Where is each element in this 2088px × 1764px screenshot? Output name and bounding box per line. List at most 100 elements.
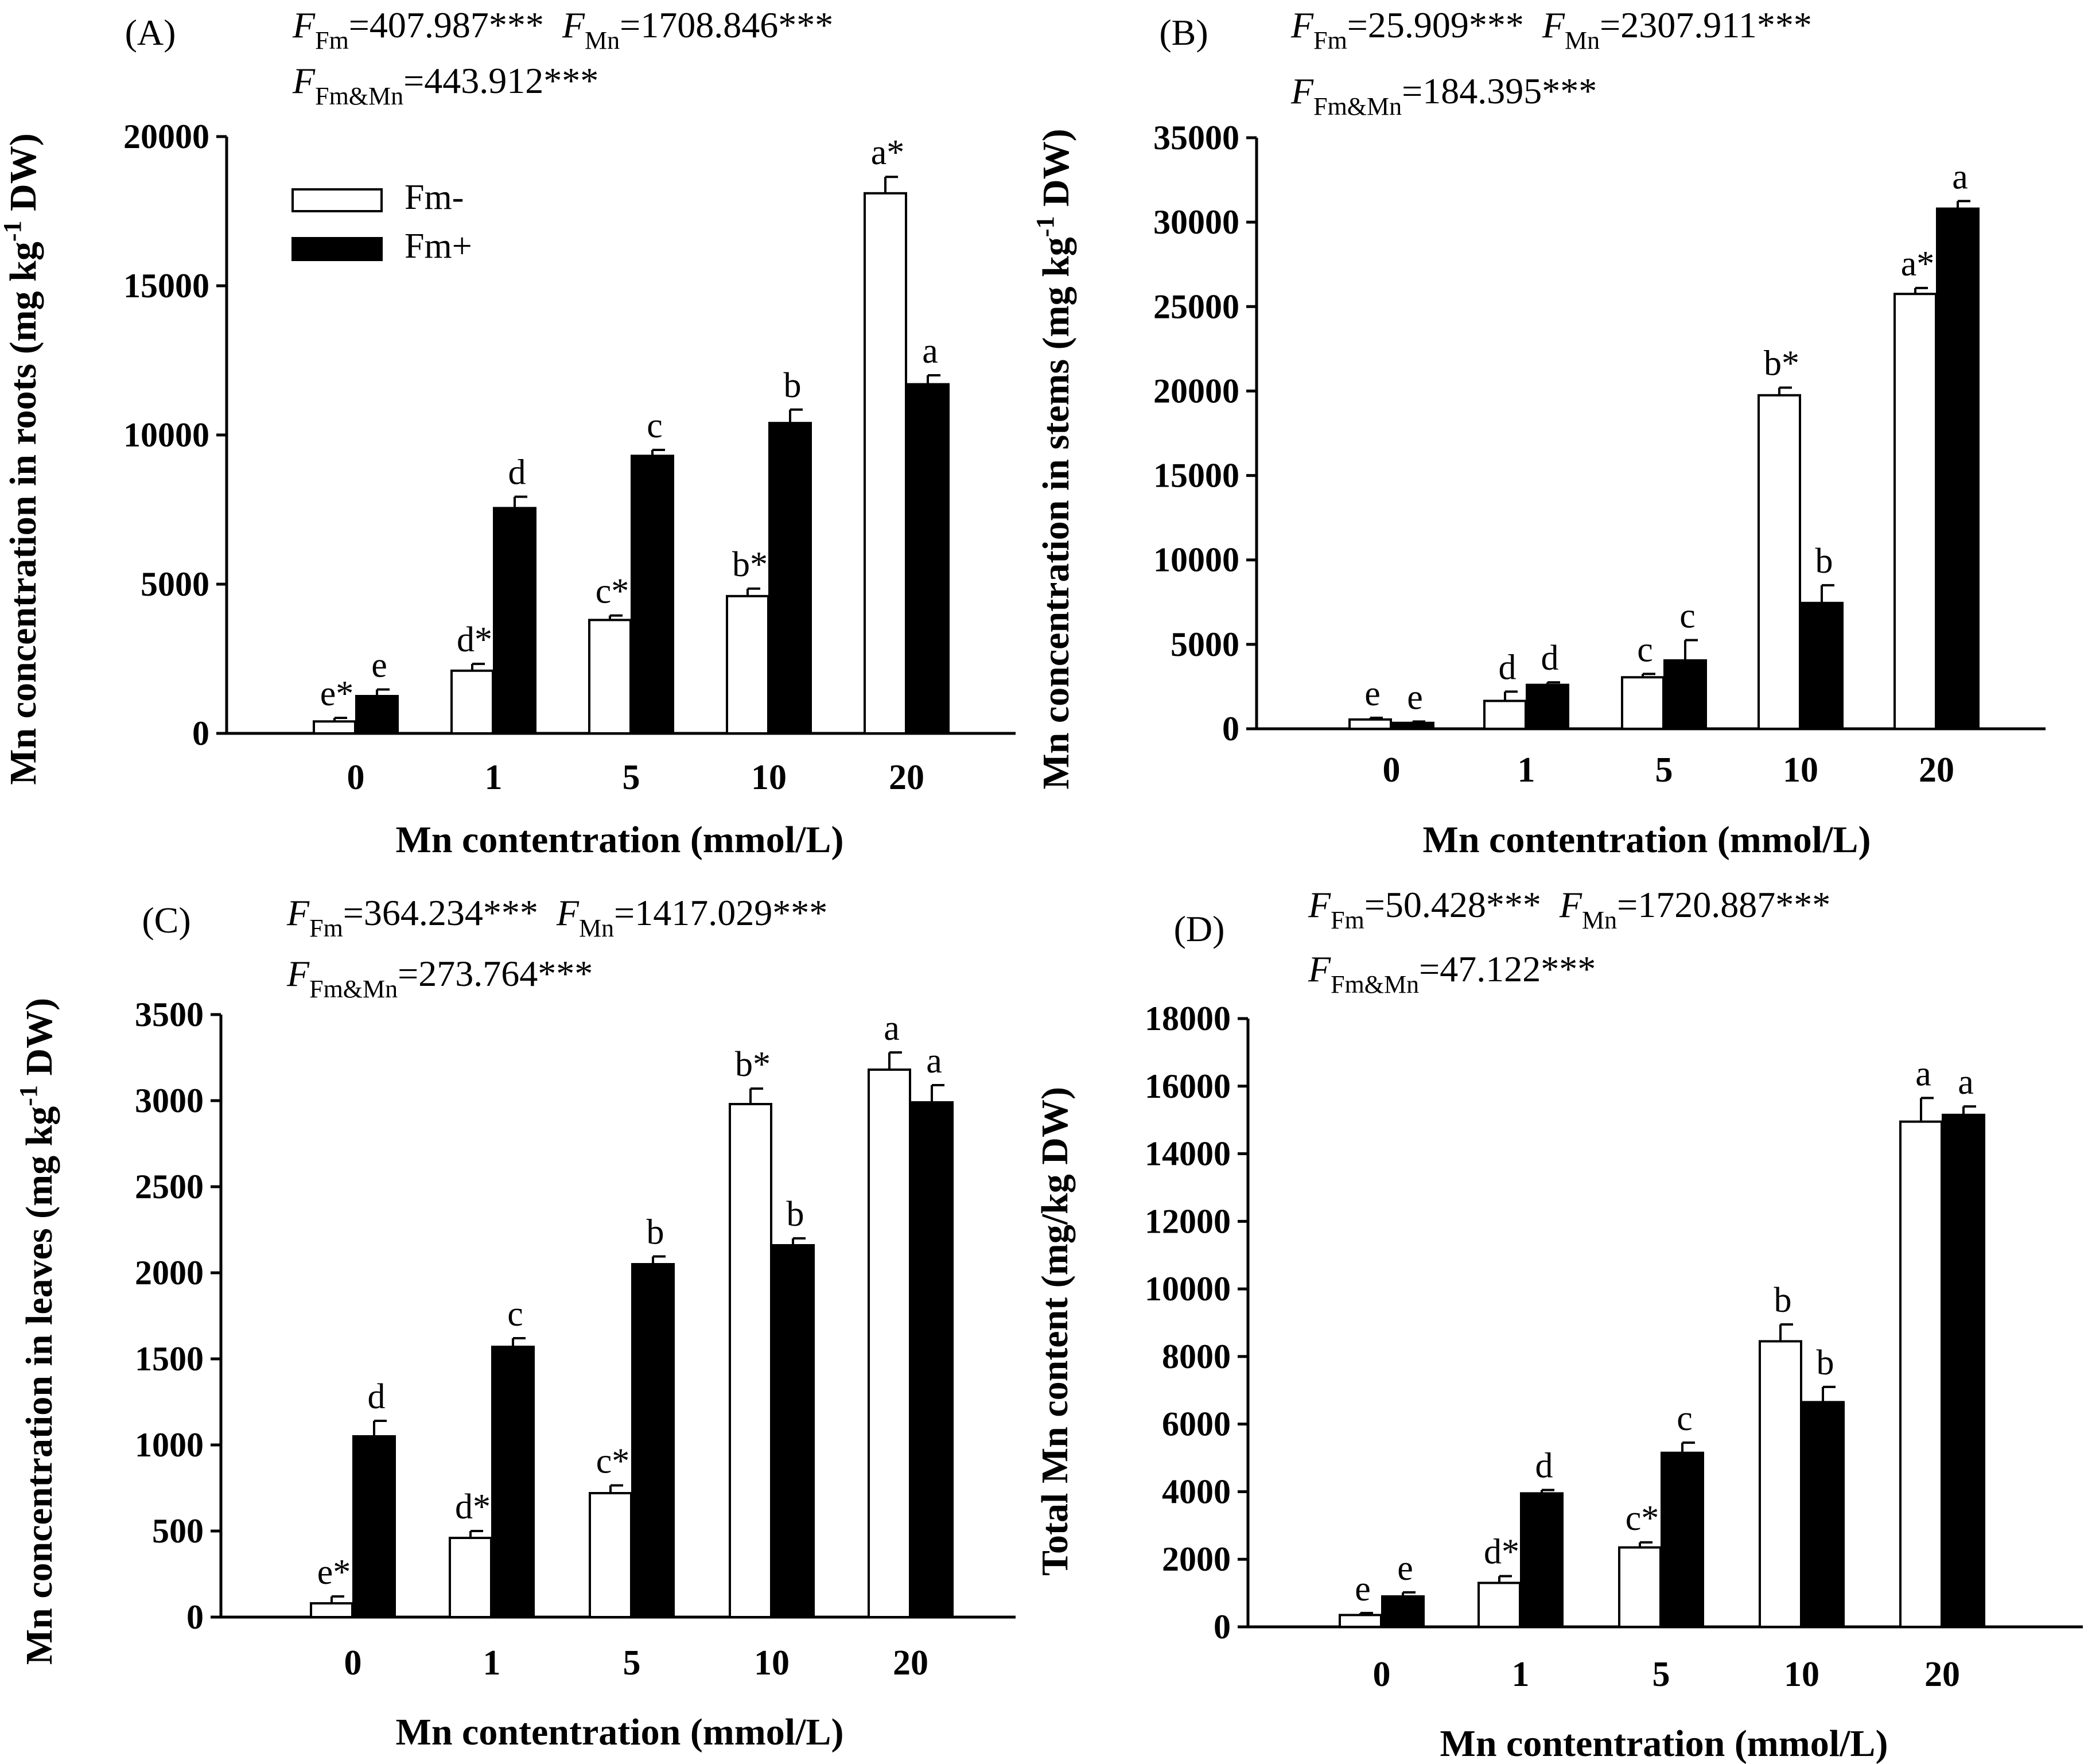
bar-fm-plus bbox=[493, 507, 536, 735]
y-tick-label: 30000 bbox=[1153, 203, 1239, 241]
bar-fm-plus bbox=[1520, 1492, 1564, 1629]
stat-symbol: F bbox=[556, 892, 580, 933]
bar-fm-minus bbox=[1483, 700, 1527, 731]
y-tick-label: 8000 bbox=[1162, 1338, 1231, 1376]
significance-letter: a bbox=[884, 1009, 900, 1048]
x-tick-label: 0 bbox=[1383, 751, 1401, 790]
significance-letter: a* bbox=[1901, 244, 1935, 283]
bar-fm-minus bbox=[450, 669, 494, 735]
significance-letter: d bbox=[1499, 648, 1517, 687]
significance-letter: b bbox=[784, 366, 802, 405]
significance-letter: c bbox=[647, 406, 663, 445]
stat-symbol: F bbox=[562, 5, 585, 45]
stat-symbol: F bbox=[1542, 5, 1565, 45]
bar-fm-plus bbox=[768, 422, 812, 735]
bar-fm-minus bbox=[729, 1103, 772, 1618]
panel-label: (B) bbox=[1159, 12, 1208, 53]
stats-spacer bbox=[1541, 884, 1560, 925]
panel-label: (D) bbox=[1174, 908, 1225, 949]
x-tick-label: 10 bbox=[751, 758, 787, 797]
stat-value: =443.912*** bbox=[403, 60, 598, 101]
stat-subscript: Fm bbox=[309, 914, 343, 942]
significance-letter: e bbox=[1407, 678, 1423, 717]
bar-fm-minus bbox=[726, 595, 769, 735]
panel-4: (D)FFm=50.428*** FMn=1720.887***FFm&Mn=4… bbox=[1034, 884, 2083, 1764]
x-tick-label: 10 bbox=[754, 1643, 790, 1683]
significance-letter: e bbox=[1364, 674, 1381, 713]
stat-symbol: F bbox=[292, 60, 316, 101]
significance-letter: e bbox=[1355, 1569, 1371, 1608]
y-tick-label: 0 bbox=[192, 714, 209, 752]
y-axis-label-part: Mn concentration in stems (mg kg bbox=[1035, 237, 1077, 789]
y-tick-label: 14000 bbox=[1145, 1135, 1231, 1173]
stat-symbol: F bbox=[286, 953, 310, 994]
bar-fm-plus bbox=[1800, 601, 1844, 731]
bar-fm-plus bbox=[631, 454, 674, 735]
y-tick-label: 35000 bbox=[1153, 119, 1239, 157]
y-tick-label: 20000 bbox=[123, 118, 209, 156]
x-axis-label: Mn contentration (mmol/L) bbox=[396, 1711, 844, 1753]
significance-letter: b bbox=[787, 1195, 804, 1234]
y-axis-label-part: DW) bbox=[1035, 129, 1077, 216]
stats-line: FFm=50.428*** FMn=1720.887*** bbox=[1308, 884, 1830, 934]
x-tick-label: 20 bbox=[893, 1643, 928, 1683]
bar-fm-minus bbox=[1477, 1582, 1521, 1628]
significance-letter: a bbox=[1915, 1054, 1931, 1093]
y-tick-label: 5000 bbox=[1171, 625, 1239, 663]
stats-line: FFm=407.987*** FMn=1708.846*** bbox=[292, 5, 833, 55]
legend-label: Fm- bbox=[405, 178, 464, 217]
significance-letter: e* bbox=[317, 1553, 351, 1592]
legend-swatch bbox=[291, 188, 383, 212]
legend-label: Fm+ bbox=[405, 227, 472, 266]
significance-letter: e* bbox=[320, 674, 354, 713]
x-tick-label: 5 bbox=[623, 758, 640, 797]
significance-letter: e bbox=[1397, 1549, 1413, 1588]
significance-letter: c bbox=[1637, 630, 1653, 669]
stat-symbol: F bbox=[1290, 5, 1314, 45]
bar-fm-minus bbox=[449, 1537, 492, 1618]
stat-value: =1417.029*** bbox=[614, 892, 827, 933]
stats-line: FFm=364.234*** FMn=1417.029*** bbox=[286, 892, 827, 942]
bar-fm-plus bbox=[910, 1101, 954, 1618]
panel-1: (A) FFm=407.987*** FMn=1708.846***FFm&Mn=… bbox=[0, 5, 1016, 861]
x-tick-label: 1 bbox=[1512, 1655, 1530, 1694]
x-tick-label: 20 bbox=[1924, 1655, 1960, 1694]
significance-letter: b* bbox=[735, 1045, 771, 1084]
y-tick-label: 0 bbox=[1214, 1608, 1231, 1646]
y-tick-label: 0 bbox=[186, 1598, 204, 1636]
panel-3: (C) FFm=364.234*** FMn=1417.029***FFm&Mn=… bbox=[14, 892, 1016, 1753]
stats-line: FFm=25.909*** FMn=2307.911*** bbox=[1290, 5, 1812, 55]
stat-value: =273.764*** bbox=[398, 953, 593, 994]
y-tick-label: 10000 bbox=[1145, 1270, 1231, 1308]
legend-swatch bbox=[291, 237, 383, 261]
y-axis-label-part: Total Mn content (mg/kg DW) bbox=[1034, 1087, 1076, 1576]
bar-fm-minus bbox=[313, 720, 356, 735]
bar-fm-plus bbox=[1936, 207, 1980, 731]
stat-value: =407.987*** bbox=[349, 5, 544, 45]
x-tick-label: 0 bbox=[1373, 1655, 1391, 1694]
stat-symbol: F bbox=[1290, 71, 1314, 111]
y-tick-label: 15000 bbox=[123, 267, 209, 305]
y-tick-label: 2000 bbox=[1162, 1540, 1231, 1578]
stat-subscript: Fm&Mn bbox=[315, 82, 403, 110]
bar-fm-minus bbox=[1348, 718, 1392, 731]
y-axis-label: Mn concentration in leaves (mg kg-1 DW) bbox=[14, 998, 60, 1665]
y-tick-label: 3500 bbox=[135, 996, 204, 1033]
x-tick-label: 1 bbox=[485, 758, 503, 797]
y-tick-label: 1000 bbox=[135, 1426, 204, 1464]
stat-value: =25.909*** bbox=[1347, 5, 1524, 45]
y-axis-label-superscript: -1 bbox=[0, 220, 26, 242]
y-tick-label: 16000 bbox=[1145, 1067, 1231, 1105]
stats-spacer bbox=[1524, 5, 1542, 45]
stat-symbol: F bbox=[1308, 949, 1331, 989]
x-tick-label: 5 bbox=[1652, 1655, 1670, 1694]
panel-label: (C) bbox=[142, 900, 190, 941]
bar-fm-minus bbox=[1618, 1546, 1662, 1628]
y-tick-label: 25000 bbox=[1153, 287, 1239, 325]
stat-value: =47.122*** bbox=[1419, 949, 1596, 989]
y-tick-label: 6000 bbox=[1162, 1405, 1231, 1443]
bar-fm-plus bbox=[1663, 659, 1707, 731]
significance-letter: a* bbox=[871, 133, 905, 172]
y-axis-label: Mn concentration in stems (mg kg-1 DW) bbox=[1031, 129, 1077, 789]
